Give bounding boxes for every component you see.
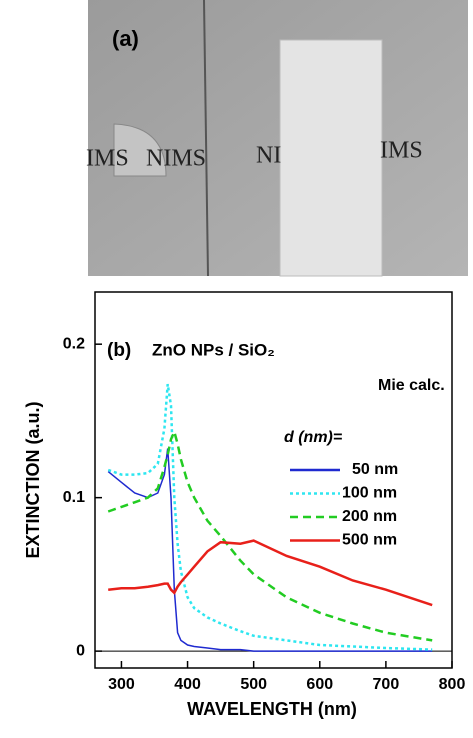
photo-edge bbox=[203, 0, 209, 277]
photo-text: NI bbox=[256, 143, 281, 169]
plot-frame bbox=[94, 291, 453, 669]
x-axis-label: WAVELENGTH (nm) bbox=[187, 699, 357, 719]
photo-text: IMS bbox=[380, 138, 423, 164]
white-slip bbox=[279, 39, 383, 277]
series-line bbox=[107, 448, 433, 652]
photo-text: NIMS bbox=[146, 146, 206, 172]
photo: (a) IMS NIMS NI IMS bbox=[86, 0, 468, 277]
x-tick-label: 700 bbox=[373, 676, 400, 693]
chart: (b) ZnO NPs / SiO₂ Mie calc. d (nm)= WAV… bbox=[23, 291, 466, 719]
x-tick-label: 500 bbox=[240, 676, 267, 693]
legend-label: 200 nm bbox=[342, 508, 397, 525]
legend-label: 50 nm bbox=[352, 461, 398, 478]
x-tick-label: 300 bbox=[108, 676, 135, 693]
y-axis-label: EXTINCTION (a.u.) bbox=[23, 401, 43, 558]
legend-title: d (nm)= bbox=[284, 429, 342, 446]
legend-label: 500 nm bbox=[342, 532, 397, 549]
y-tick-label: 0 bbox=[76, 642, 85, 659]
y-tick-label: 0.2 bbox=[63, 335, 85, 352]
annotation: Mie calc. bbox=[378, 377, 445, 394]
series-line bbox=[108, 539, 433, 607]
photo-label: (a) bbox=[112, 26, 139, 51]
x-tick-label: 400 bbox=[174, 676, 201, 693]
x-tick-label: 800 bbox=[439, 676, 466, 693]
series-line bbox=[107, 427, 433, 642]
chart-title: ZnO NPs / SiO₂ bbox=[152, 340, 275, 359]
photo-text: IMS bbox=[86, 146, 129, 172]
panel-label: (b) bbox=[107, 340, 131, 361]
y-tick-label: 0.1 bbox=[63, 489, 85, 506]
legend-label: 100 nm bbox=[342, 485, 397, 502]
glass-piece bbox=[113, 123, 167, 177]
x-tick-label: 600 bbox=[306, 676, 333, 693]
